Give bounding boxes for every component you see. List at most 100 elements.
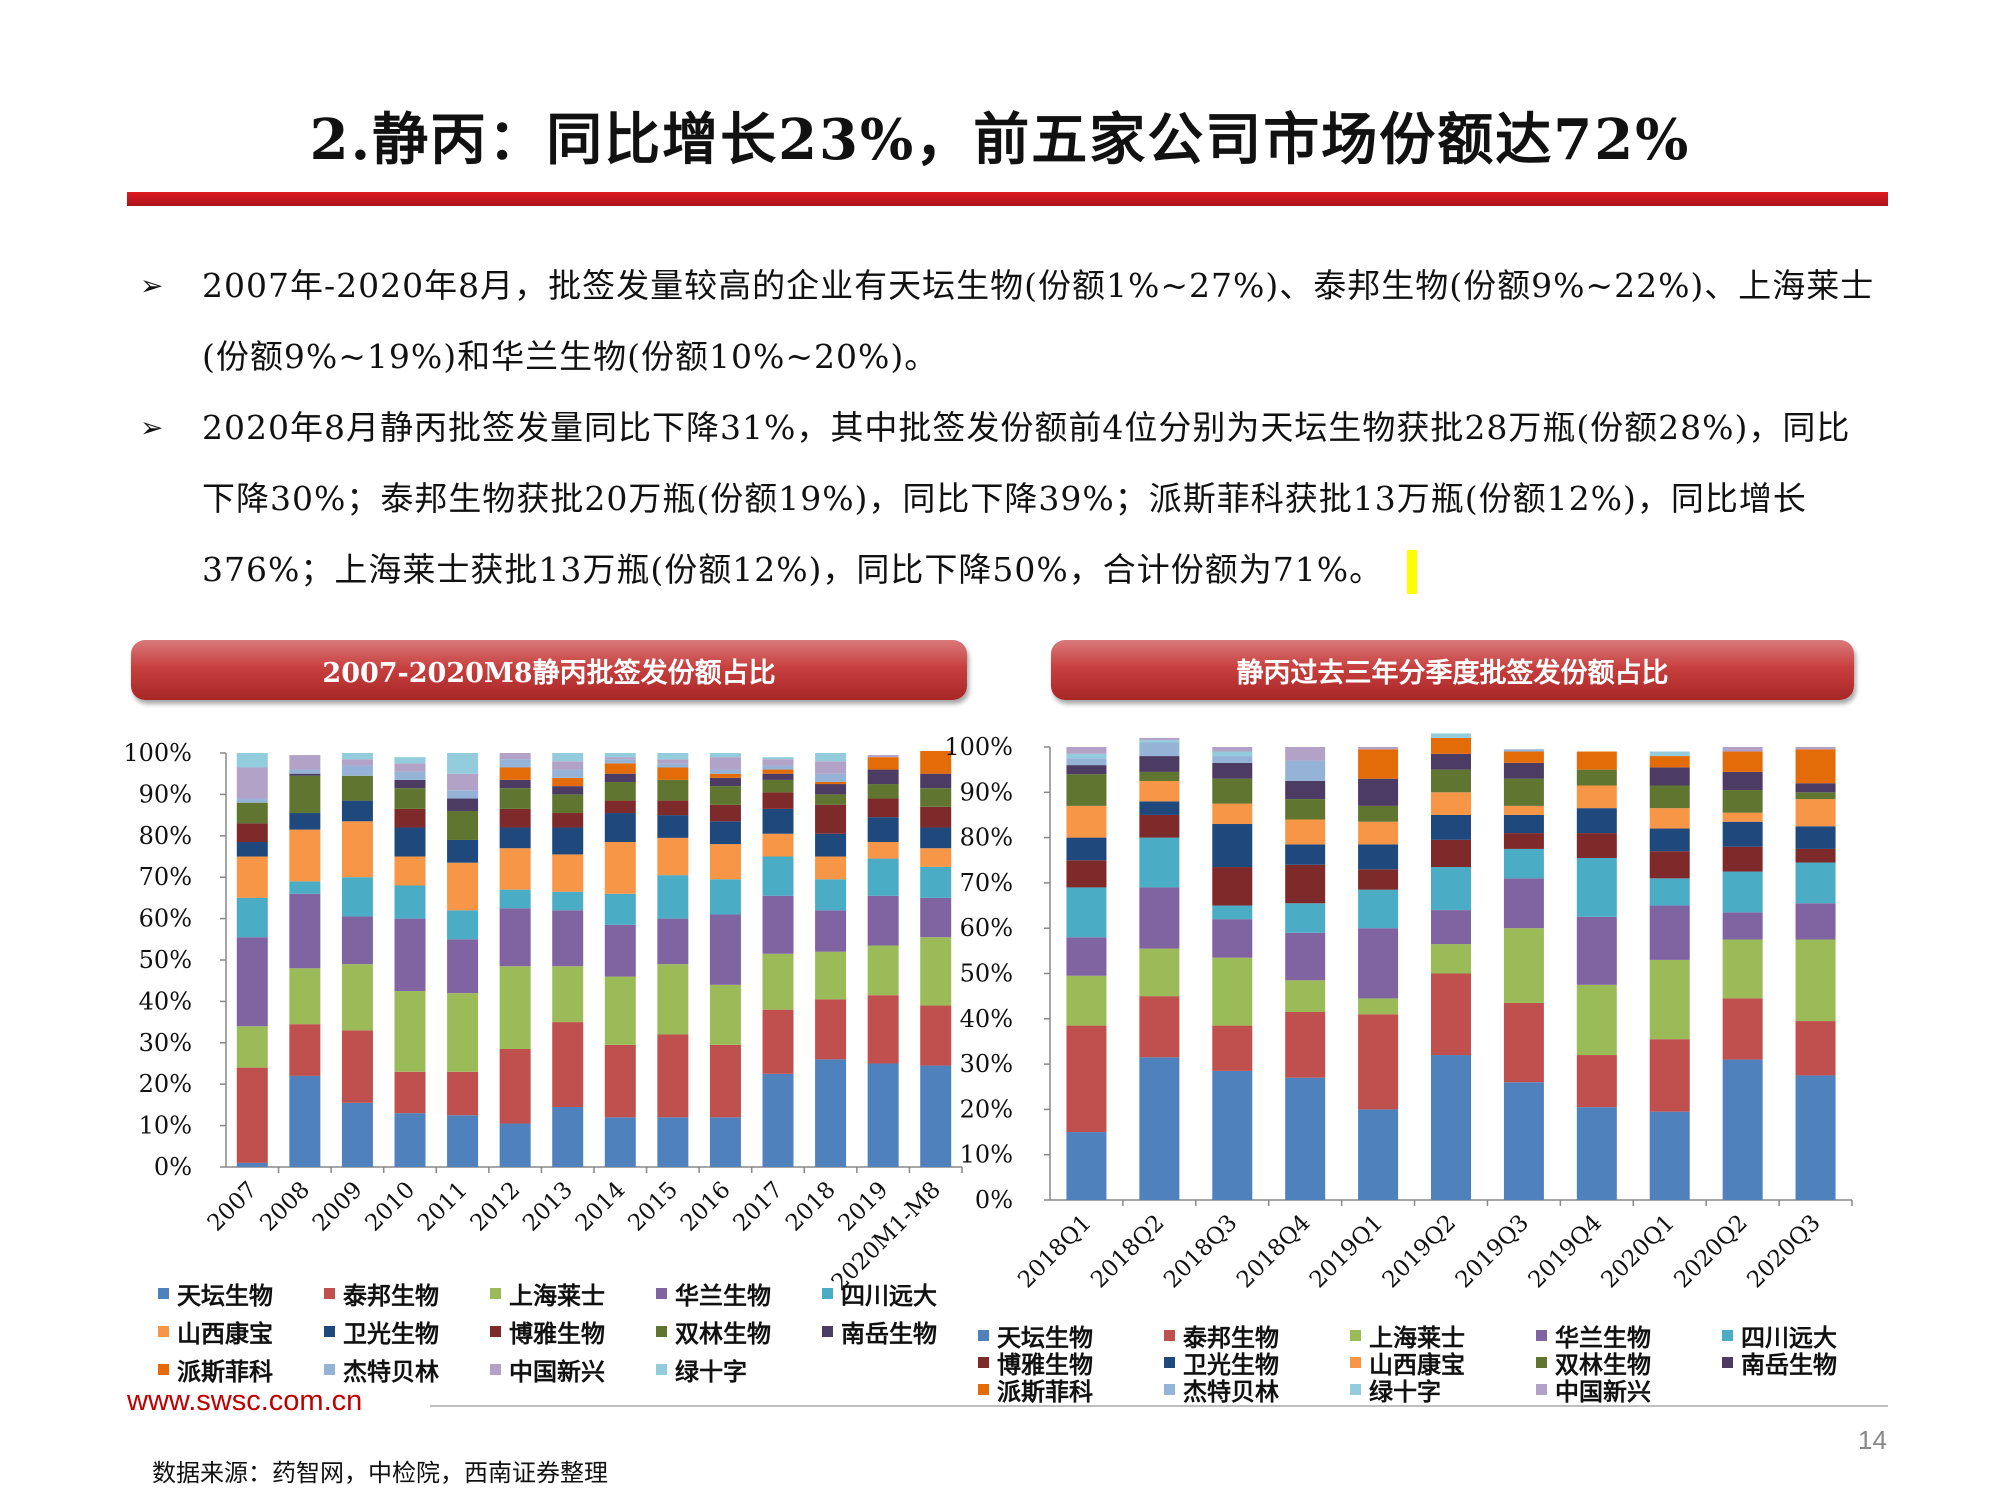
bar-segment-双林生物-2012: [499, 788, 531, 809]
bar-segment-卫光生物-2018Q3: [1212, 824, 1253, 868]
bar-segment-双林生物-2017: [762, 779, 794, 793]
bar-segment-绿十字-2010: [394, 757, 426, 764]
legend-swatch: [324, 1326, 335, 1337]
bar-segment-派斯菲科-2014: [604, 763, 636, 774]
legend-swatch: [324, 1364, 335, 1375]
bar-segment-四川远大-2014: [604, 893, 636, 925]
bar-segment-博雅生物-2018Q1: [1066, 860, 1107, 888]
chart-2-y-tick-label: 0%: [975, 1186, 1013, 1214]
bar-segment-华兰生物-2018Q1: [1066, 937, 1107, 976]
bar-segment-华兰生物-2018: [815, 910, 847, 952]
bar-segment-上海莱士-2018: [815, 951, 847, 1000]
bar-segment-四川远大-2018Q3: [1212, 905, 1253, 920]
bar-segment-天坛生物-2018Q4: [1285, 1077, 1326, 1200]
legend-item-中国新兴: 中国新兴: [490, 1352, 605, 1387]
bar-segment-山西康宝-2018Q4: [1285, 819, 1326, 845]
bar-segment-华兰生物-2011: [447, 939, 479, 994]
bar-segment-上海莱士-2018Q1: [1066, 975, 1107, 1026]
bar-segment-天坛生物-2012: [499, 1123, 531, 1167]
bar-segment-卫光生物-2020Q1: [1649, 828, 1690, 852]
bar-segment-泰邦生物-2018Q4: [1285, 1012, 1326, 1078]
yellow-highlight-mark: [1407, 550, 1418, 594]
chart-2-y-tick-label: 20%: [960, 1095, 1013, 1123]
bar-segment-天坛生物-2018Q1: [1066, 1132, 1107, 1200]
bar-segment-中国新兴-2014: [604, 757, 636, 760]
bullet-list: ➢ 2007年-2020年8月，批签发量较高的企业有天坛生物(份额1%~27%)…: [140, 250, 1880, 605]
chart-2-x-tick-label: 2020Q2: [1669, 1210, 1752, 1293]
chart-1-y-tick-label: 20%: [139, 1070, 192, 1098]
bar-segment-泰邦生物-2008: [289, 1024, 321, 1076]
bar-segment-中国新兴-2007: [236, 767, 268, 799]
bar-segment-上海莱士-2019Q4: [1576, 984, 1617, 1056]
legend-swatch: [490, 1288, 501, 1299]
legend-swatch: [1536, 1384, 1547, 1395]
bar-segment-上海莱士-2013: [552, 966, 584, 1023]
bar-segment-卫光生物-2018Q4: [1285, 844, 1326, 865]
chart-2-x-tick-label: 2020Q1: [1597, 1210, 1680, 1293]
bar-segment-中国新兴-2020Q2: [1722, 747, 1763, 752]
chart-1-x-tick-label: 2011: [413, 1177, 473, 1237]
bar-segment-双林生物-2013: [552, 794, 584, 814]
legend-item-卫光生物: 卫光生物: [1164, 1345, 1279, 1380]
bar-segment-山西康宝-2008: [289, 829, 321, 882]
bar-segment-四川远大-2009: [341, 877, 373, 917]
legend-item-天坛生物: 天坛生物: [978, 1318, 1093, 1353]
bar-segment-卫光生物-2008: [289, 813, 321, 830]
bar-segment-上海莱士-2012: [499, 966, 531, 1050]
bar-segment-山西康宝-2007: [236, 856, 268, 898]
bar-segment-泰邦生物-2019: [867, 995, 899, 1064]
bar-segment-泰邦生物-2012: [499, 1049, 531, 1124]
legend-item-杰特贝林: 杰特贝林: [1164, 1372, 1279, 1407]
bar-segment-杰特贝林-2018: [815, 773, 847, 782]
legend-swatch: [978, 1384, 989, 1395]
bar-segment-博雅生物-2018Q4: [1285, 864, 1326, 904]
bar-segment-双林生物-2016: [709, 786, 741, 805]
bar-segment-双林生物-2020Q3: [1795, 792, 1836, 800]
bar-segment-双林生物-2020M1-M8: [920, 788, 952, 807]
bar-segment-天坛生物-2011: [447, 1115, 479, 1167]
bar-segment-双林生物-2018: [815, 794, 847, 805]
chart-2-y-tick-label: 30%: [960, 1050, 1013, 1078]
bar-segment-四川远大-2019Q4: [1576, 857, 1617, 917]
legend-swatch: [490, 1364, 501, 1375]
chart-1-x-tick-label: 2012: [466, 1177, 526, 1237]
legend-label: 上海莱士: [1369, 1323, 1465, 1352]
bar-segment-泰邦生物-2007: [236, 1067, 268, 1163]
legend-label: 卫光生物: [343, 1319, 439, 1348]
legend-item-华兰生物: 华兰生物: [656, 1276, 771, 1311]
bar-segment-华兰生物-2010: [394, 918, 426, 992]
legend-swatch: [1164, 1357, 1175, 1368]
bar-segment-双林生物-2011: [447, 810, 479, 840]
chart-1-y-tick-label: 0%: [154, 1153, 192, 1181]
bar-segment-派斯菲科-2016: [709, 773, 741, 778]
bar-segment-华兰生物-2013: [552, 910, 584, 967]
legend-item-杰特贝林: 杰特贝林: [324, 1352, 439, 1387]
bar-segment-上海莱士-2019Q2: [1431, 944, 1471, 974]
bar-segment-博雅生物-2013: [552, 813, 584, 828]
website-url[interactable]: www.swsc.com.cn: [127, 1385, 363, 1417]
legend-label: 杰特贝林: [1183, 1377, 1279, 1406]
bar-segment-泰邦生物-2020Q3: [1795, 1021, 1836, 1076]
bullet-arrow-icon: ➢: [140, 411, 164, 444]
legend-label: 绿十字: [1369, 1377, 1441, 1406]
bar-segment-泰邦生物-2019Q1: [1358, 1014, 1399, 1110]
bar-segment-四川远大-2016: [709, 879, 741, 915]
bar-segment-天坛生物-2010: [394, 1113, 426, 1167]
bar-segment-四川远大-2008: [289, 881, 321, 894]
bar-segment-中国新兴-2017: [762, 759, 794, 766]
legend-swatch: [1164, 1330, 1175, 1341]
legend-item-卫光生物: 卫光生物: [324, 1314, 439, 1349]
bar-segment-天坛生物-2013: [552, 1106, 584, 1167]
bar-segment-四川远大-2019Q1: [1358, 889, 1399, 929]
bar-segment-南岳生物-2020Q3: [1795, 783, 1836, 793]
chart-2-x-tick-label: 2019Q4: [1524, 1210, 1607, 1293]
bar-segment-泰邦生物-2011: [447, 1071, 479, 1116]
bar-segment-博雅生物-2012: [499, 808, 531, 828]
bar-segment-山西康宝-2009: [341, 821, 373, 878]
bar-segment-派斯菲科-2018: [815, 781, 847, 785]
bar-segment-天坛生物-2020M1-M8: [920, 1065, 952, 1167]
bar-segment-四川远大-2018Q4: [1285, 903, 1326, 933]
chart-1-x-tick-label: 2010: [360, 1177, 420, 1237]
bar-segment-四川远大-2013: [552, 891, 584, 911]
bar-segment-华兰生物-2018Q2: [1139, 887, 1180, 949]
